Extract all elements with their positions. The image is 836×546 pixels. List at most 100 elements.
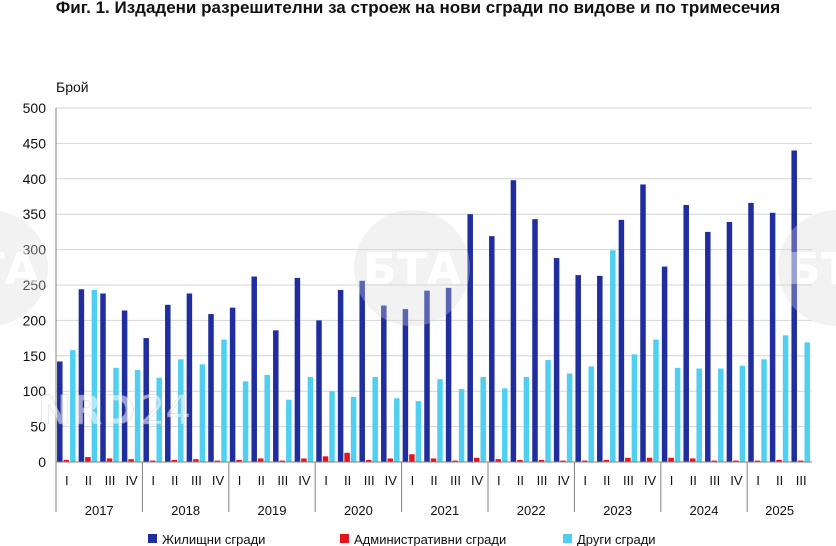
chart-title: Фиг. 1. Издадени разрешителни за строеж …	[55, 0, 781, 17]
bars-group	[57, 150, 810, 463]
bar-administrative	[711, 460, 718, 462]
x-tick-label: II	[690, 473, 697, 488]
x-tick-label: I	[497, 473, 501, 488]
bar-administrative	[668, 457, 674, 462]
year-label: 2023	[603, 503, 632, 518]
bar-residential	[186, 293, 193, 462]
bar-administrative	[409, 454, 415, 462]
x-tick-label: IV	[644, 473, 657, 488]
bar-other	[610, 250, 616, 462]
x-tick-label: I	[756, 473, 760, 488]
bar-administrative	[63, 459, 70, 462]
x-tick-label: III	[537, 473, 548, 488]
y-tick-label: 150	[23, 348, 47, 364]
nrd-watermark-text: NRD	[38, 388, 135, 434]
bar-other	[480, 377, 486, 462]
bar-other	[394, 398, 400, 462]
bar-residential	[316, 320, 322, 462]
bar-administrative	[236, 459, 242, 462]
y-tick-label: 250	[23, 277, 47, 293]
bar-other	[458, 389, 465, 462]
bar-residential	[229, 307, 236, 462]
legend-label-administrative: Административни сгради	[354, 532, 506, 546]
bta-watermark-left-text: БТА	[0, 244, 39, 295]
x-tick-label: I	[324, 473, 328, 488]
x-tick-label: II	[344, 473, 351, 488]
bar-other	[221, 339, 227, 462]
year-label: 2021	[430, 503, 459, 518]
x-tick-label: I	[238, 473, 242, 488]
year-label: 2024	[690, 503, 719, 518]
bar-residential	[510, 180, 517, 462]
x-tick-label: III	[364, 473, 375, 488]
x-tick-label: III	[796, 473, 807, 488]
bar-other	[804, 342, 810, 462]
x-tick-label: IV	[385, 473, 398, 488]
bar-administrative	[625, 457, 631, 462]
bar-other	[113, 367, 119, 462]
x-tick-label: III	[623, 473, 634, 488]
y-tick-label: 450	[23, 135, 47, 151]
bar-administrative	[646, 457, 653, 462]
bar-other	[350, 396, 357, 462]
bar-administrative	[452, 460, 458, 462]
bar-administrative	[301, 458, 307, 462]
bar-other	[739, 365, 746, 462]
y-axis-label: Брой	[56, 79, 89, 95]
bar-administrative	[495, 459, 502, 462]
x-tick-label: III	[709, 473, 720, 488]
bar-administrative	[473, 457, 480, 462]
bar-residential	[424, 290, 430, 462]
bta-watermark-right: БТА	[778, 210, 836, 326]
bar-administrative	[128, 459, 134, 462]
bar-residential	[575, 275, 581, 462]
bar-administrative	[560, 460, 566, 462]
x-tick-label: III	[105, 473, 116, 488]
x-tick-label: II	[430, 473, 437, 488]
bar-administrative	[171, 459, 178, 462]
x-tick-label: IV	[471, 473, 484, 488]
bar-other	[242, 381, 249, 462]
bar-residential	[57, 361, 63, 462]
nrd-watermark-number: 24	[140, 388, 191, 434]
bar-other	[372, 377, 378, 462]
x-tick-label: I	[583, 473, 587, 488]
legend-swatch-residential	[148, 534, 157, 543]
year-label: 2020	[344, 503, 373, 518]
bar-other	[415, 401, 422, 462]
bar-administrative	[689, 458, 696, 462]
legend-swatch-administrative	[340, 534, 349, 543]
y-tick-label: 200	[23, 312, 47, 328]
y-tick-label: 100	[23, 383, 47, 399]
bar-residential	[640, 184, 646, 463]
bar-other	[264, 374, 270, 462]
bar-other	[70, 350, 76, 462]
bar-administrative	[517, 459, 523, 462]
bar-administrative	[733, 460, 739, 462]
bar-residential	[597, 275, 603, 462]
bar-other	[566, 373, 573, 462]
bar-administrative	[214, 460, 221, 462]
bar-other	[696, 368, 702, 462]
x-tick-label: III	[191, 473, 202, 488]
legend-label-other: Други сгради	[577, 532, 656, 546]
bar-residential	[769, 212, 776, 462]
bar-other	[329, 391, 335, 462]
bar-administrative	[322, 456, 329, 462]
x-tick-label: IV	[730, 473, 743, 488]
x-tick-label: II	[258, 473, 265, 488]
x-tick-label: II	[85, 473, 92, 488]
x-tick-label: II	[517, 473, 524, 488]
bta-watermark-center: БТА	[354, 210, 470, 326]
bar-residential	[381, 305, 387, 462]
bar-residential	[791, 150, 797, 463]
bar-residential	[208, 314, 214, 462]
bar-other	[286, 399, 292, 462]
bar-administrative	[387, 458, 394, 462]
bar-administrative	[257, 458, 264, 462]
x-tick-label: II	[603, 473, 610, 488]
legend-label-residential: Жилищни сгради	[162, 532, 265, 546]
bar-administrative	[344, 452, 350, 462]
bar-residential	[618, 219, 625, 462]
bar-residential	[726, 221, 733, 462]
